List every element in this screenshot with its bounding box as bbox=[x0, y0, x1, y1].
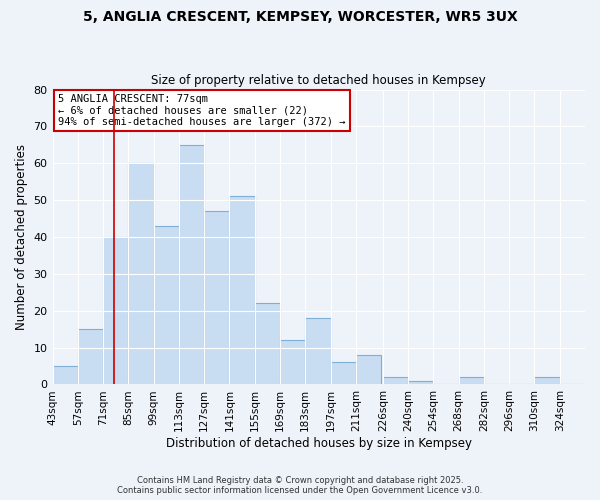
Title: Size of property relative to detached houses in Kempsey: Size of property relative to detached ho… bbox=[151, 74, 486, 87]
Text: 5, ANGLIA CRESCENT, KEMPSEY, WORCESTER, WR5 3UX: 5, ANGLIA CRESCENT, KEMPSEY, WORCESTER, … bbox=[83, 10, 517, 24]
Text: 5 ANGLIA CRESCENT: 77sqm
← 6% of detached houses are smaller (22)
94% of semi-de: 5 ANGLIA CRESCENT: 77sqm ← 6% of detache… bbox=[58, 94, 346, 127]
Bar bbox=[305, 318, 331, 384]
Bar bbox=[78, 329, 103, 384]
Bar bbox=[408, 381, 433, 384]
Bar bbox=[356, 355, 381, 384]
Text: Contains HM Land Registry data © Crown copyright and database right 2025.
Contai: Contains HM Land Registry data © Crown c… bbox=[118, 476, 482, 495]
Bar bbox=[229, 196, 254, 384]
Bar bbox=[103, 237, 128, 384]
Bar bbox=[254, 304, 280, 384]
Bar bbox=[280, 340, 305, 384]
Bar bbox=[383, 377, 408, 384]
Y-axis label: Number of detached properties: Number of detached properties bbox=[15, 144, 28, 330]
Bar bbox=[128, 164, 154, 384]
Bar bbox=[204, 211, 229, 384]
Bar bbox=[331, 362, 356, 384]
Bar bbox=[53, 366, 78, 384]
Bar bbox=[458, 377, 484, 384]
Bar bbox=[535, 377, 560, 384]
Bar bbox=[179, 145, 204, 384]
X-axis label: Distribution of detached houses by size in Kempsey: Distribution of detached houses by size … bbox=[166, 437, 472, 450]
Bar bbox=[154, 226, 179, 384]
